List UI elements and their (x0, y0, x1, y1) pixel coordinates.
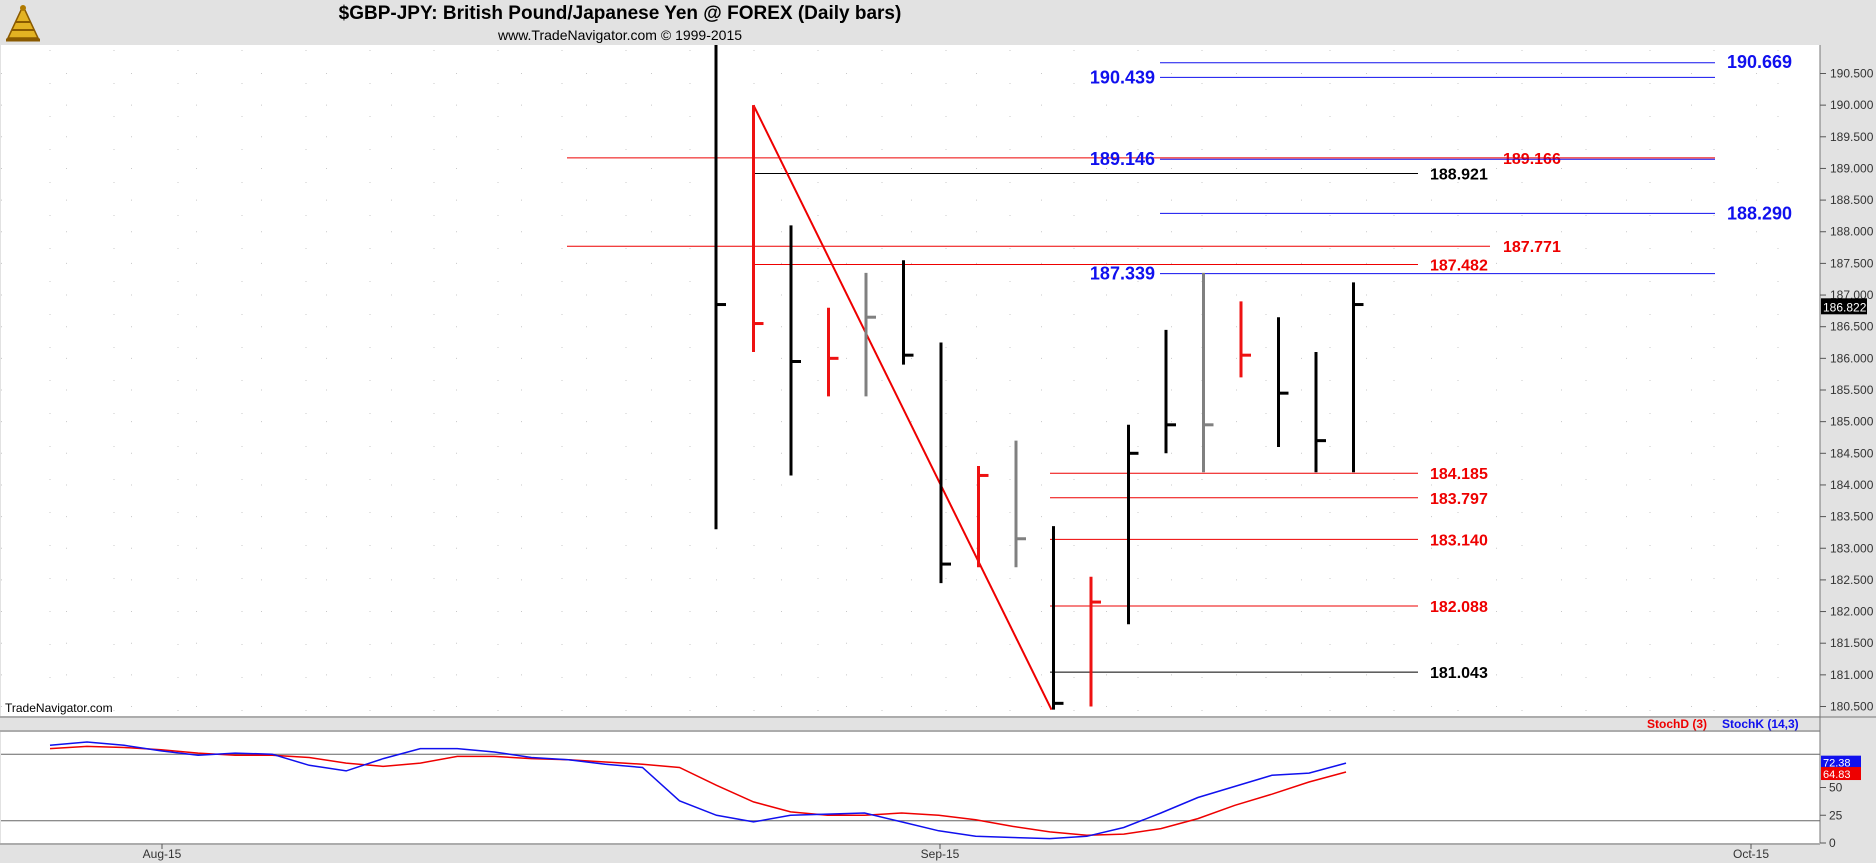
red-trendline (752, 104, 1053, 711)
price-tick-label: 190.500 (1830, 66, 1874, 80)
panel-backgrounds (0, 45, 1876, 845)
price-bar (1352, 282, 1364, 473)
price-tick-label: 181.500 (1830, 636, 1874, 650)
stochK-value-bg (1821, 755, 1861, 769)
price-bar (1089, 576, 1101, 707)
price-panel (1, 45, 1820, 716)
price-bars (714, 45, 1364, 710)
last-price-bg (1821, 298, 1867, 315)
price-tick-label: 184.500 (1830, 446, 1874, 460)
level-label: 189.146 (1090, 149, 1155, 169)
price-bar (752, 105, 764, 353)
price-level: 190.669 (1160, 52, 1792, 72)
price-tick-label: 189.500 (1830, 130, 1874, 144)
price-bar (1164, 329, 1176, 454)
price-tick-label: 188.000 (1830, 225, 1874, 239)
price-tick-label: 185.500 (1830, 383, 1874, 397)
last-price-box: 186.822 (1821, 298, 1867, 315)
price-tick-label: 186.000 (1830, 351, 1874, 365)
price-bar (1202, 272, 1214, 473)
price-tick-label: 183.000 (1830, 541, 1874, 555)
level-label: 188.290 (1727, 203, 1792, 223)
trade-navigator-logo-icon (6, 5, 40, 42)
chart-title: $GBP-JPY: British Pound/Japanese Yen @ F… (338, 3, 902, 24)
stoch-axis-ticks: 0 25 50 (1, 753, 1843, 850)
price-bar (1014, 440, 1026, 568)
level-label: 182.088 (1430, 599, 1488, 616)
price-tick-label: 180.500 (1830, 700, 1874, 714)
x-axis-label: Sep-15 (921, 847, 960, 861)
last-price-label: 186.822 (1823, 300, 1867, 314)
price-level: 189.146 (1090, 149, 1715, 169)
price-bar (1239, 301, 1251, 378)
x-axis-label: Aug-15 (143, 847, 182, 861)
chart-header: $GBP-JPY: British Pound/Japanese Yen @ F… (0, 0, 1876, 45)
level-label: 187.771 (1503, 239, 1561, 256)
price-level: 188.290 (1160, 203, 1792, 223)
watermark-text: TradeNavigator.com (5, 701, 113, 715)
price-bar (827, 307, 839, 397)
price-tick-label: 183.500 (1830, 510, 1874, 524)
price-bar (939, 342, 951, 584)
level-label: 187.339 (1090, 264, 1155, 284)
price-tick-label: 188.500 (1830, 193, 1874, 207)
price-level: 188.921 (752, 166, 1488, 183)
stoch-legend-item: StochK (14,3) (1722, 717, 1799, 731)
level-label: 181.043 (1430, 665, 1488, 682)
stochD-value-label: 64.83 (1823, 769, 1851, 781)
stoch-tick-label: 50 (1829, 781, 1843, 795)
price-level: 181.043 (1050, 665, 1488, 682)
price-tick-label: 184.000 (1830, 478, 1874, 492)
price-bar (902, 260, 914, 365)
price-tick-label: 181.000 (1830, 668, 1874, 682)
stoch-panel (1, 732, 1820, 843)
price-level: 190.439 (1090, 67, 1715, 87)
x-axis-labels: Aug-15 Sep-15 Oct-15 (143, 844, 1769, 861)
price-level: 183.797 (1050, 491, 1488, 508)
trendline (752, 104, 1053, 711)
price-tick-label: 182.500 (1830, 573, 1874, 587)
stochK-line (49, 741, 1347, 840)
level-label: 187.482 (1430, 258, 1488, 275)
level-label: 188.921 (1430, 166, 1488, 183)
price-tick-label: 187.500 (1830, 256, 1874, 270)
stoch-legend: StochD (3) StochK (14,3) (1647, 717, 1799, 731)
level-label: 183.797 (1430, 491, 1488, 508)
level-label: 183.140 (1430, 532, 1488, 549)
stoch-legend-item: StochD (3) (1647, 717, 1707, 731)
stoch-tick-label: 0 (1829, 836, 1836, 850)
price-bar (1277, 317, 1289, 447)
price-level: 187.339 (1090, 264, 1715, 284)
level-label: 190.439 (1090, 67, 1155, 87)
price-level: 182.088 (1050, 599, 1488, 616)
price-level: 183.140 (1050, 532, 1488, 549)
price-level: 187.482 (752, 258, 1488, 275)
price-tick-label: 186.500 (1830, 320, 1874, 334)
price-bar (1314, 352, 1326, 473)
chart-subtitle: www.TradeNavigator.com © 1999-2015 (497, 27, 743, 43)
stochD-line (49, 745, 1347, 836)
stochK-value-label: 72.38 (1823, 758, 1851, 770)
price-level: 187.771 (567, 239, 1561, 256)
price-tick-label: 190.000 (1830, 98, 1874, 112)
price-bar (789, 225, 801, 476)
price-bar (977, 465, 989, 568)
price-level: 184.185 (1050, 466, 1488, 483)
level-label: 184.185 (1430, 466, 1488, 483)
stochD-value-bg (1821, 767, 1861, 781)
price-axis-ticks: 180.500 181.000 181.500 182.000 182.500 183.0… (1820, 66, 1874, 714)
price-tick-label: 182.000 (1830, 605, 1874, 619)
price-bar (1127, 424, 1139, 625)
price-bar (1052, 526, 1064, 710)
price-levels: 190.669190.439189.166189.146188.921188.2… (567, 52, 1792, 682)
x-axis-label: Oct-15 (1733, 847, 1769, 861)
stoch-tick-label: 25 (1829, 808, 1843, 822)
level-label: 190.669 (1727, 52, 1792, 72)
price-tick-label: 185.000 (1830, 415, 1874, 429)
price-bar (714, 45, 726, 530)
price-tick-label: 189.000 (1830, 161, 1874, 175)
price-bar (864, 272, 876, 397)
